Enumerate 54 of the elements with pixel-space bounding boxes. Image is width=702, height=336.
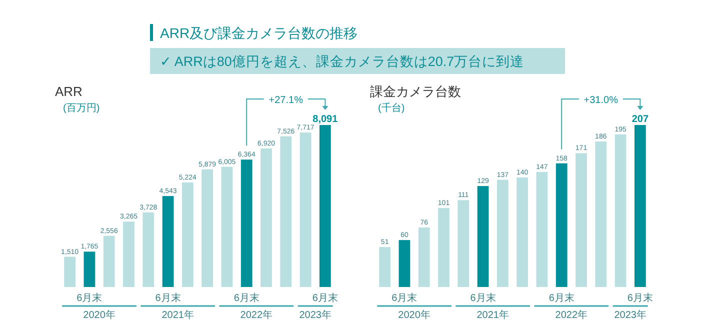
- text: +31.0%: [584, 95, 618, 106]
- y-axis-title: (百万円): [63, 103, 100, 114]
- bar: [556, 163, 568, 287]
- bar: [379, 247, 391, 287]
- bar: [300, 132, 312, 287]
- bar: [142, 212, 154, 287]
- text: +27.1%: [268, 95, 304, 106]
- text: 2020年: [398, 309, 430, 321]
- x-tick-label: 6月末: [627, 292, 653, 304]
- bar: [240, 160, 252, 287]
- x-tick-label: 6月末: [548, 292, 574, 304]
- bar: [458, 200, 470, 287]
- y-axis-title: (千台): [378, 102, 405, 114]
- x-tick-label: 6月末: [392, 292, 418, 304]
- chart-title: ARR: [55, 84, 82, 99]
- bar: [319, 125, 331, 287]
- bar: [438, 208, 450, 287]
- bar: [477, 186, 489, 287]
- bar: [260, 148, 272, 287]
- bar: [516, 177, 528, 287]
- bar: [634, 125, 646, 287]
- bar: [221, 166, 233, 287]
- text: 2021年: [162, 309, 194, 321]
- bar: [103, 236, 115, 287]
- text: ARR及び課金カメラ台数の推移: [160, 25, 358, 41]
- x-tick-label: 6月末: [312, 292, 338, 304]
- bar: [202, 169, 214, 287]
- text: ✓ ARRは80億円を超え、課金カメラ台数は20.7万台に到達: [160, 54, 524, 69]
- text: 2022年: [240, 309, 273, 321]
- bar: [182, 182, 194, 287]
- x-tick-label: 6月末: [234, 292, 260, 304]
- bar: [280, 136, 292, 287]
- text: 2023年: [299, 309, 332, 321]
- bar: [595, 141, 607, 287]
- bar: [64, 256, 76, 287]
- x-tick-label: 6月末: [470, 292, 496, 304]
- bar: [162, 196, 174, 287]
- bar: [536, 172, 548, 287]
- text: 2020年: [83, 309, 116, 321]
- text: 2023年: [614, 309, 646, 321]
- chart-title: 課金カメラ台数: [370, 84, 461, 99]
- text: 2022年: [555, 309, 588, 321]
- data-label: 8,091: [312, 114, 338, 125]
- x-tick-label: 6月末: [76, 292, 102, 304]
- bar: [614, 134, 626, 287]
- bar: [123, 222, 134, 287]
- data-label: 207: [632, 114, 649, 125]
- bar: [84, 252, 96, 287]
- x-tick-label: 6月末: [155, 292, 181, 304]
- text: 2021年: [476, 309, 509, 321]
- bar: [418, 228, 430, 287]
- bar: [576, 153, 587, 287]
- bar: [496, 180, 508, 287]
- bar: [398, 240, 410, 287]
